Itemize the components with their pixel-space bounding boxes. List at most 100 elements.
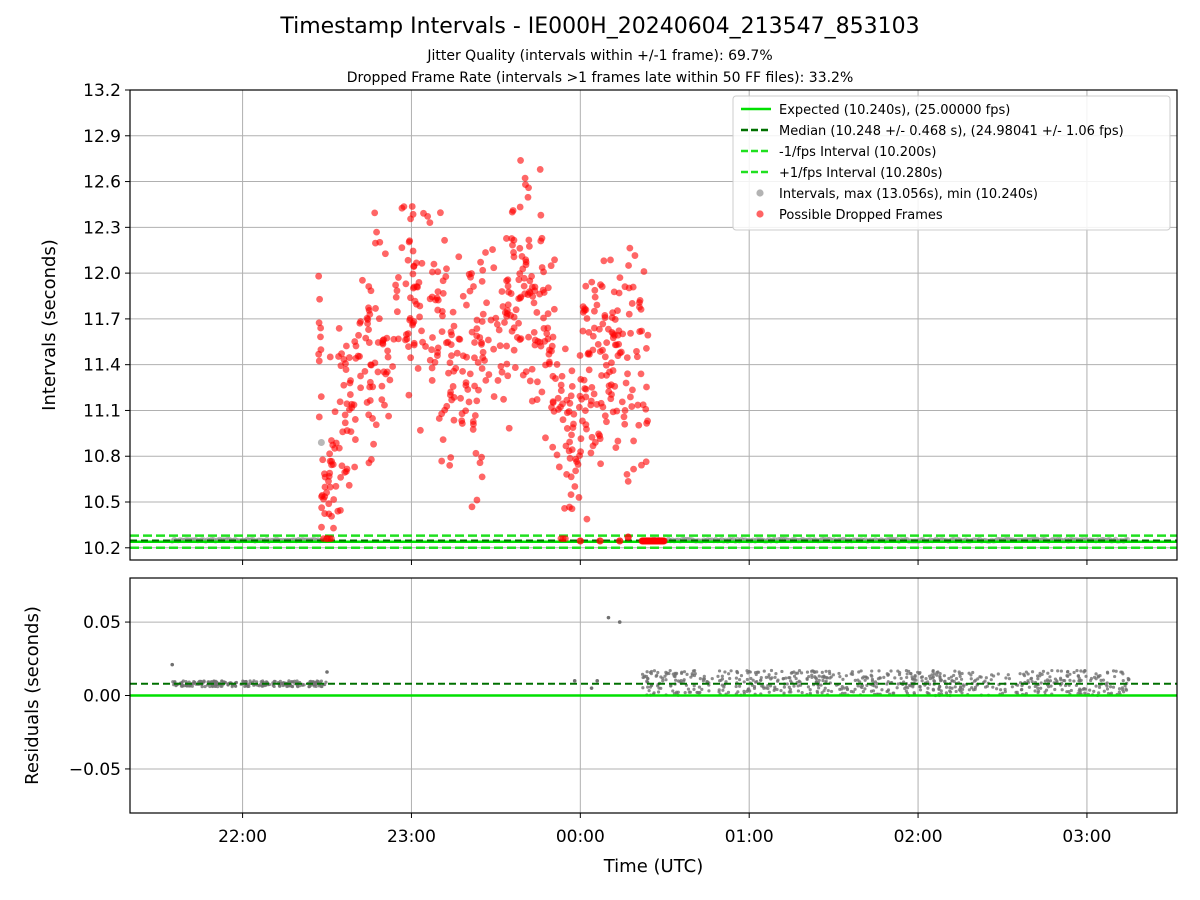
- dropped-frame-point: [342, 468, 350, 475]
- legend-marker-4: [756, 189, 764, 197]
- residual-point: [973, 687, 977, 691]
- dropped-frame-point: [642, 344, 650, 352]
- dropped-frame-point: [528, 365, 536, 373]
- dropped-frame-points: [315, 157, 668, 545]
- residual-point: [792, 684, 796, 688]
- legend-box: [732, 95, 1171, 231]
- dropped-frame-point: [616, 537, 624, 545]
- residual-point: [870, 669, 874, 673]
- residual-point: [1060, 681, 1064, 685]
- residual-point: [281, 683, 285, 688]
- chart-subtitle-jitter: Jitter Quality (intervals within +/-1 fr…: [427, 48, 773, 64]
- residual-point: [745, 677, 749, 682]
- residual-point: [958, 674, 962, 679]
- residual-point: [960, 691, 964, 695]
- dropped-frame-point: [409, 270, 417, 278]
- residual-point: [904, 685, 908, 689]
- dropped-frame-point: [382, 370, 390, 378]
- dropped-frame-point: [520, 282, 528, 290]
- dropped-frame-point: [458, 410, 466, 418]
- dropped-frame-point: [576, 452, 583, 460]
- residual-point: [1111, 669, 1116, 673]
- residual-point: [213, 679, 217, 684]
- dropped-frame-point: [459, 292, 467, 300]
- dropped-frame-point: [372, 421, 380, 429]
- dropped-frame-point: [576, 537, 584, 545]
- bottom-ytick-label: 0.00: [83, 687, 121, 707]
- residual-point: [739, 674, 744, 678]
- dropped-frame-point: [437, 209, 444, 217]
- dropped-frame-point: [562, 442, 570, 450]
- dropped-frame-point: [598, 372, 605, 379]
- dropped-frame-point: [439, 290, 447, 297]
- residual-point: [870, 674, 874, 678]
- residual-outlier: [325, 670, 329, 674]
- residual-point: [1092, 689, 1096, 693]
- dropped-frame-point: [357, 318, 364, 325]
- dropped-frame-point: [505, 424, 513, 432]
- residual-point: [656, 670, 660, 675]
- dropped-frame-point: [504, 372, 512, 380]
- residual-point: [742, 680, 746, 684]
- dropped-frame-point: [563, 409, 571, 417]
- residual-point: [817, 674, 821, 678]
- dropped-frame-point: [438, 457, 446, 465]
- residual-point: [202, 680, 206, 684]
- dropped-frame-point: [541, 337, 549, 345]
- dropped-frame-point: [583, 315, 591, 322]
- dropped-frame-point: [402, 336, 409, 344]
- dropped-frame-point: [393, 287, 401, 295]
- residual-point: [815, 689, 819, 693]
- residual-point: [1099, 678, 1103, 682]
- residual-point: [952, 673, 956, 678]
- residual-point: [220, 679, 224, 683]
- dropped-frame-point: [503, 235, 510, 242]
- residual-point: [787, 676, 791, 680]
- dropped-frame-point: [633, 353, 641, 361]
- dropped-frame-point: [585, 366, 593, 374]
- residual-point: [766, 686, 770, 691]
- dropped-frame-point: [576, 392, 584, 400]
- residual-point: [187, 684, 191, 688]
- residual-point: [1068, 678, 1072, 682]
- residual-point: [1105, 670, 1110, 674]
- residual-point: [1105, 681, 1109, 685]
- dropped-frame-point: [525, 242, 533, 250]
- dropped-frame-point: [624, 533, 632, 541]
- dropped-frame-point: [544, 284, 552, 292]
- residual-point: [825, 676, 830, 680]
- dropped-frame-point: [599, 403, 607, 411]
- residual-point: [683, 691, 687, 695]
- dropped-frame-point: [466, 370, 474, 378]
- residual-point: [918, 688, 923, 692]
- dropped-frame-point: [516, 244, 524, 252]
- residual-point: [859, 669, 863, 673]
- dropped-frame-point: [643, 383, 650, 391]
- dropped-frame-point: [416, 302, 424, 310]
- dropped-frame-point: [315, 350, 323, 358]
- dropped-frame-point: [357, 372, 364, 380]
- dropped-frame-point: [626, 393, 634, 401]
- dropped-frame-point: [577, 435, 585, 443]
- legend-label-5: Possible Dropped Frames: [779, 208, 943, 223]
- dropped-frame-point: [334, 507, 342, 515]
- dropped-frame-point: [378, 382, 386, 390]
- dropped-frame-point: [569, 424, 577, 432]
- dropped-frame-point: [611, 382, 619, 390]
- dropped-frame-point: [318, 504, 326, 512]
- dropped-frame-point: [373, 228, 380, 236]
- residual-point: [749, 676, 753, 681]
- xtick-label: 03:00: [1062, 827, 1111, 847]
- dropped-frame-point: [636, 328, 644, 335]
- dropped-frame-point: [607, 256, 614, 264]
- dropped-frame-point: [603, 418, 610, 426]
- residual-point: [1084, 674, 1088, 678]
- residual-point: [870, 679, 875, 683]
- dropped-frame-point: [321, 483, 329, 491]
- dropped-frame-point: [582, 421, 590, 429]
- residual-point: [893, 676, 897, 680]
- dropped-frame-point: [566, 399, 574, 407]
- residual-point: [671, 689, 675, 693]
- dropped-frame-point: [559, 416, 567, 424]
- dropped-frame-point: [522, 258, 530, 266]
